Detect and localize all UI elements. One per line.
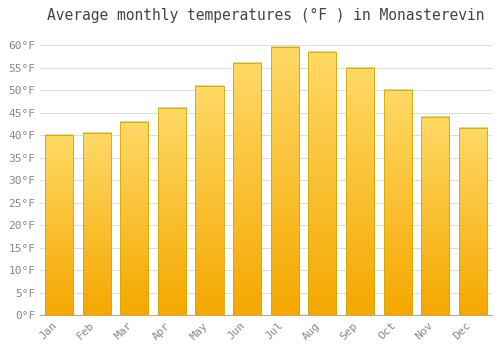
Bar <box>270 47 299 315</box>
Bar <box>308 52 336 315</box>
Bar <box>196 85 224 315</box>
Bar <box>346 68 374 315</box>
Bar <box>233 63 261 315</box>
Bar <box>384 90 411 315</box>
Title: Average monthly temperatures (°F ) in Monasterevin: Average monthly temperatures (°F ) in Mo… <box>47 8 484 23</box>
Bar <box>458 128 487 315</box>
Bar <box>120 121 148 315</box>
Bar <box>82 133 110 315</box>
Bar <box>158 108 186 315</box>
Bar <box>45 135 73 315</box>
Bar <box>421 117 450 315</box>
